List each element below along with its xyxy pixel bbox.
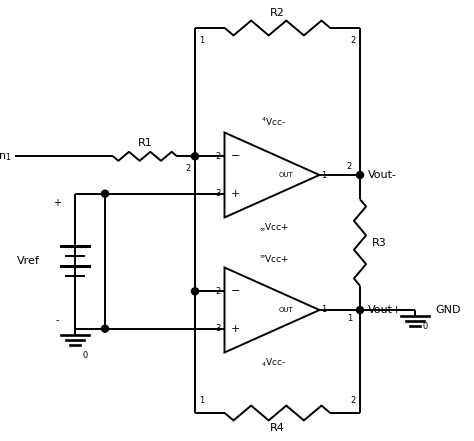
- Text: OUT: OUT: [279, 172, 293, 178]
- Text: R2: R2: [270, 8, 285, 18]
- Text: 3: 3: [215, 189, 220, 198]
- Circle shape: [191, 288, 199, 295]
- Text: +: +: [231, 189, 241, 199]
- Text: 2: 2: [215, 152, 220, 161]
- Circle shape: [356, 172, 364, 179]
- Text: −: −: [231, 286, 241, 296]
- Text: Vout-: Vout-: [368, 170, 397, 180]
- Text: R1: R1: [137, 138, 152, 148]
- Circle shape: [356, 306, 364, 314]
- Text: 1: 1: [347, 314, 352, 323]
- Text: 2: 2: [351, 396, 356, 405]
- Text: 2: 2: [215, 287, 220, 296]
- Text: $^4$Vcc-: $^4$Vcc-: [261, 116, 287, 128]
- Text: 0: 0: [83, 351, 88, 360]
- Text: 2: 2: [351, 36, 356, 45]
- Text: GND: GND: [435, 305, 461, 315]
- Text: 2: 2: [186, 164, 191, 173]
- Text: 0: 0: [423, 322, 428, 331]
- Text: 2: 2: [347, 162, 352, 171]
- Text: 1: 1: [199, 396, 204, 405]
- Text: −: −: [231, 151, 241, 161]
- Text: $_\infty$Vcc+: $_\infty$Vcc+: [259, 221, 289, 233]
- Text: +: +: [231, 324, 241, 334]
- Circle shape: [191, 153, 199, 160]
- Text: 1: 1: [321, 171, 327, 179]
- Text: R4: R4: [270, 423, 285, 433]
- Text: 1: 1: [199, 36, 204, 45]
- Text: R3: R3: [372, 238, 387, 247]
- Text: $^\infty$Vcc+: $^\infty$Vcc+: [259, 253, 289, 264]
- Text: Vout+: Vout+: [368, 305, 402, 315]
- Text: 3: 3: [215, 324, 220, 333]
- Text: +: +: [53, 198, 61, 208]
- Circle shape: [101, 190, 109, 197]
- Text: $_4$Vcc-: $_4$Vcc-: [261, 356, 287, 369]
- Text: 1: 1: [321, 306, 327, 314]
- Text: Vin$_1$: Vin$_1$: [0, 149, 12, 163]
- Circle shape: [101, 325, 109, 332]
- Text: Vref: Vref: [17, 256, 40, 266]
- Text: -: -: [55, 315, 59, 325]
- Text: OUT: OUT: [279, 307, 293, 313]
